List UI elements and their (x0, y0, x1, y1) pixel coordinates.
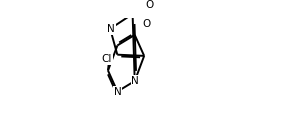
Text: Cl: Cl (102, 54, 112, 64)
Text: N: N (132, 76, 139, 86)
Text: N: N (107, 24, 115, 34)
Text: N: N (114, 86, 121, 97)
Text: O: O (145, 0, 154, 10)
Text: O: O (143, 19, 151, 29)
